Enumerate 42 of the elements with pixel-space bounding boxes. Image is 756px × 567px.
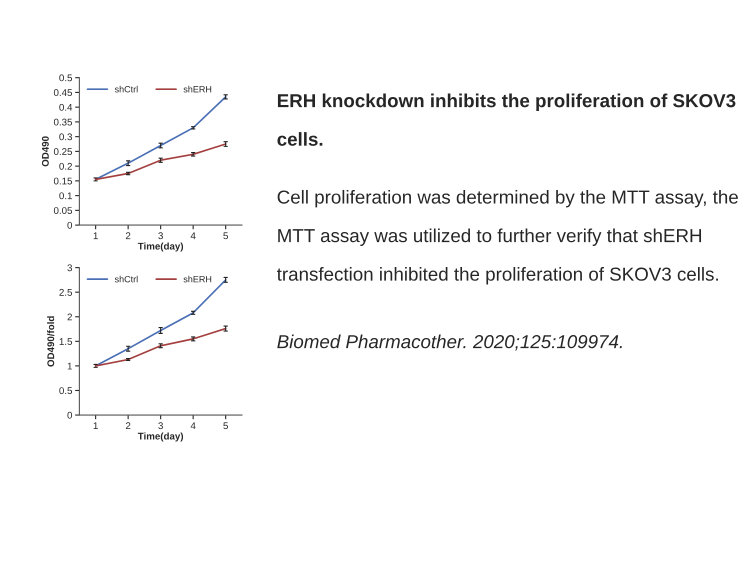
y-tick-label: 0: [67, 222, 72, 229]
text: ERH knockdown inhibits the proliferation of SKOV3 cells.: [277, 94, 736, 146]
y-tick-label: 0.1: [59, 192, 72, 200]
y-tick-label: 0: [67, 412, 72, 419]
text: Cell proliferation was determined by the MTT assay, the MTT assay was utilized to further verify that shERH transfection inhibited the proliferation of SKOV3 cells.: [276, 190, 738, 285]
x-tick-label: 2: [126, 232, 130, 240]
x-tick-label: 1: [94, 422, 98, 430]
y-axis-title: OD490: [42, 136, 49, 166]
legend-label: shCtrl: [114, 276, 138, 282]
y-tick-label: 0.2: [59, 162, 72, 170]
x-tick-label: 3: [158, 422, 163, 430]
y-tick-label: 2: [68, 314, 72, 320]
y-tick-label: 0.5: [59, 387, 72, 394]
x-axis-title: Time(day): [138, 242, 184, 252]
x-tick-label: 4: [190, 422, 196, 430]
y-tick-label: 0.25: [54, 148, 72, 156]
y-tick-label: 0.35: [54, 118, 72, 126]
x-tick-label: 5: [223, 422, 228, 430]
y-axis-title: OD490/fold: [47, 316, 54, 367]
legend-label: shERH: [184, 86, 212, 92]
x-tick-label: 5: [223, 232, 228, 240]
y-tick-label: 0.3: [59, 133, 72, 140]
y-tick-label: 3: [67, 264, 72, 272]
y-tick-label: 0.45: [54, 89, 72, 96]
y-tick-label: 1.5: [60, 338, 72, 345]
y-tick-label: 0.5: [59, 74, 72, 82]
line-series: [94, 96, 226, 180]
y-tick-label: 0.05: [54, 207, 72, 214]
y-tick-label: 0.4: [59, 104, 72, 111]
line-series: [94, 328, 226, 367]
line-series: [94, 143, 226, 180]
x-axis-title: Time(day): [138, 432, 184, 442]
x-tick-label: 2: [126, 422, 130, 430]
x-tick-label: 1: [94, 232, 98, 240]
x-tick-label: 4: [190, 232, 196, 240]
y-tick-label: 1: [68, 362, 72, 370]
legend-label: shERH: [184, 276, 212, 282]
x-tick-label: 3: [158, 232, 163, 240]
legend-label: shCtrl: [114, 86, 138, 92]
y-tick-label: 0.15: [54, 178, 72, 184]
text: Biomed Pharmacother. 2020;125:109974.: [277, 334, 622, 351]
y-tick-label: 2.5: [59, 288, 72, 296]
